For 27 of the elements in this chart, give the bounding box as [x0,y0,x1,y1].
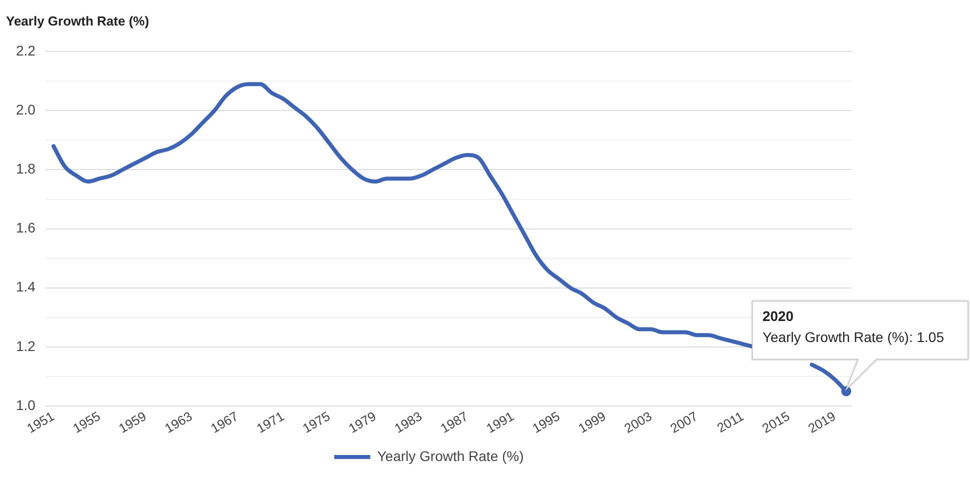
x-tick-label: 1955 [70,408,103,436]
x-tick-label: 1975 [300,408,333,436]
x-tick-label: 1963 [162,408,195,436]
x-tick-label: 1983 [392,408,424,436]
x-tick-label: 1995 [530,408,562,436]
chart-title: Yearly Growth Rate (%) [6,13,150,28]
x-tick-label: 1979 [346,408,378,436]
x-tick-label: 2003 [622,408,654,436]
y-tick-label: 1.8 [16,160,36,177]
x-tick-label: 1999 [576,408,608,436]
x-tick-label: 2011 [714,408,746,436]
y-tick-label: 1.4 [16,278,36,295]
legend-label: Yearly Growth Rate (%) [377,448,524,464]
x-tick-label: 2019 [806,408,838,436]
y-tick-label: 1.2 [16,338,36,354]
x-tick-label: 1971 [254,408,287,436]
annotation: 2020 Yearly Growth Rate (%): 1.05 [762,308,944,346]
y-tick-label: 1.6 [16,220,36,236]
x-tick-label: 2015 [760,408,792,436]
y-tick-label: 2.0 [16,102,36,118]
x-tick-label: 1991 [484,408,516,436]
y-tick-label: 1.0 [16,396,36,413]
x-tick-label: 2007 [668,408,700,436]
y-tick-label: 2.2 [16,42,36,58]
x-tick-label: 1959 [116,408,149,436]
x-tick-label: 1987 [438,408,470,436]
x-tick-label: 1967 [208,408,241,436]
